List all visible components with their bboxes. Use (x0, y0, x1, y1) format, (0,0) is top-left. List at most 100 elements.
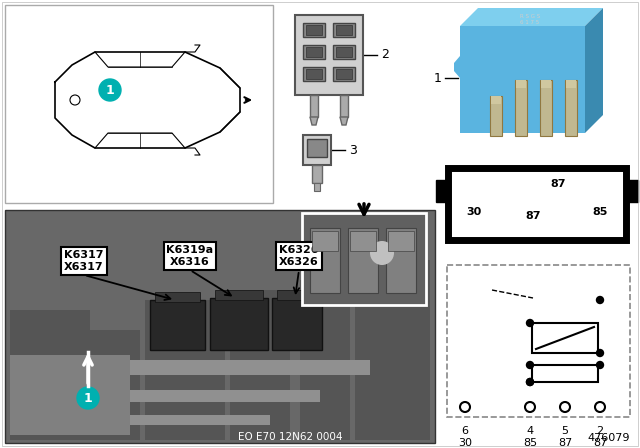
Text: 2: 2 (596, 426, 604, 436)
Text: 85: 85 (523, 438, 537, 448)
Text: 30: 30 (466, 207, 481, 217)
Bar (306, 69, 322, 79)
Circle shape (527, 362, 534, 369)
Text: K6326
X6326: K6326 X6326 (279, 245, 319, 267)
Text: 1: 1 (106, 83, 115, 96)
Text: 1: 1 (84, 392, 92, 405)
Text: 476079: 476079 (588, 433, 630, 443)
Circle shape (527, 379, 534, 385)
Bar (626, 180, 638, 202)
Text: K6319a
X6316: K6319a X6316 (166, 245, 214, 267)
Text: 6: 6 (461, 426, 468, 436)
Bar (303, 23, 325, 37)
Bar (300, 280, 350, 440)
Text: 4: 4 (527, 426, 534, 436)
Polygon shape (340, 117, 348, 125)
Bar (215, 290, 263, 300)
Circle shape (596, 362, 604, 369)
Bar (532, 365, 598, 382)
Bar (5, 5, 273, 203)
Circle shape (460, 402, 470, 412)
Bar (10, 355, 130, 435)
Bar (155, 292, 200, 302)
Bar (272, 298, 322, 350)
Bar (540, 80, 552, 136)
Circle shape (527, 379, 534, 385)
Bar (447, 265, 630, 417)
Bar (491, 96, 501, 104)
Circle shape (596, 297, 604, 303)
Bar (336, 25, 352, 35)
Bar (312, 231, 338, 251)
Circle shape (370, 241, 394, 265)
Bar (565, 80, 577, 136)
Circle shape (596, 349, 604, 357)
Polygon shape (310, 117, 318, 125)
Text: 85: 85 (593, 207, 608, 217)
Circle shape (70, 95, 80, 105)
Bar (306, 25, 322, 35)
Text: EO E70 12N62 0004: EO E70 12N62 0004 (237, 432, 342, 442)
Bar (515, 80, 527, 136)
Bar (20, 360, 370, 375)
Bar (306, 47, 322, 57)
Bar (436, 180, 448, 202)
Bar (302, 213, 426, 305)
Bar (386, 228, 416, 293)
Circle shape (525, 402, 535, 412)
Circle shape (560, 402, 570, 412)
Bar (314, 183, 320, 191)
Text: 1: 1 (434, 72, 442, 85)
Text: 30: 30 (458, 438, 472, 448)
Text: 5: 5 (561, 426, 568, 436)
Bar (333, 45, 355, 59)
Bar (448, 168, 626, 240)
Text: 87: 87 (558, 438, 572, 448)
Bar (310, 95, 318, 117)
Bar (566, 80, 576, 88)
Bar (336, 47, 352, 57)
Text: R S G S: R S G S (520, 13, 540, 18)
Polygon shape (585, 8, 603, 133)
Circle shape (527, 319, 534, 327)
Bar (210, 298, 268, 350)
Bar (516, 80, 526, 88)
Text: K6317
X6317: K6317 X6317 (64, 250, 104, 272)
Bar (303, 67, 325, 81)
Bar (532, 323, 598, 353)
Polygon shape (454, 56, 460, 78)
Bar (145, 300, 225, 440)
Text: 87: 87 (593, 438, 607, 448)
Bar (277, 290, 317, 300)
Bar (348, 228, 378, 293)
Circle shape (77, 387, 99, 409)
Text: 87: 87 (525, 211, 541, 221)
Bar (20, 390, 320, 402)
Text: 3: 3 (349, 143, 357, 156)
Bar (20, 415, 270, 425)
Bar (230, 290, 290, 440)
Bar (340, 95, 348, 117)
Bar (10, 310, 90, 440)
Text: 6 1 7 5: 6 1 7 5 (520, 20, 540, 25)
Bar (5, 210, 435, 443)
Bar (333, 67, 355, 81)
Circle shape (99, 79, 121, 101)
Bar (310, 228, 340, 293)
Bar (350, 231, 376, 251)
Bar (388, 231, 414, 251)
Bar (303, 45, 325, 59)
Bar (460, 26, 585, 133)
Bar (355, 260, 430, 440)
Bar (312, 165, 322, 183)
Bar (307, 139, 327, 157)
Bar (303, 135, 331, 165)
Polygon shape (460, 8, 603, 26)
Bar (490, 96, 502, 136)
Circle shape (595, 402, 605, 412)
Text: 2: 2 (381, 48, 389, 61)
Bar (90, 330, 140, 440)
Bar (295, 15, 363, 95)
Bar (541, 80, 551, 88)
Bar (333, 23, 355, 37)
